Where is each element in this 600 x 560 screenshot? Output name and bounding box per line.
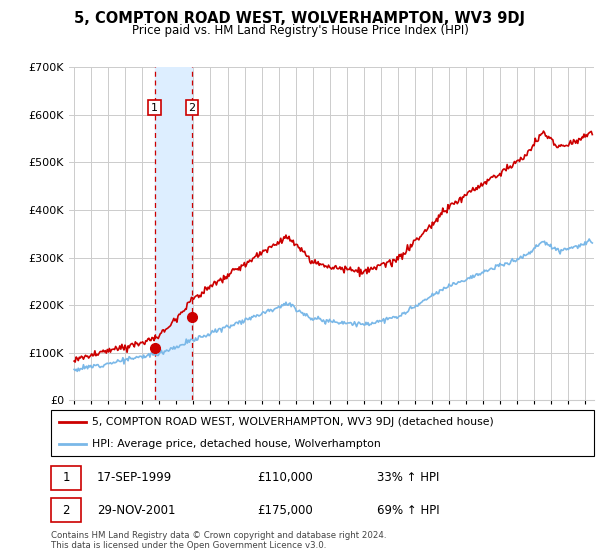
Bar	[155, 67, 192, 400]
Text: 33% ↑ HPI: 33% ↑ HPI	[377, 472, 439, 484]
Text: 2: 2	[62, 503, 70, 516]
Text: 5, COMPTON ROAD WEST, WOLVERHAMPTON, WV3 9DJ (detached house): 5, COMPTON ROAD WEST, WOLVERHAMPTON, WV3…	[92, 417, 493, 427]
Text: Price paid vs. HM Land Registry's House Price Index (HPI): Price paid vs. HM Land Registry's House …	[131, 24, 469, 36]
Text: HPI: Average price, detached house, Wolverhampton: HPI: Average price, detached house, Wolv…	[92, 439, 380, 449]
Text: Contains HM Land Registry data © Crown copyright and database right 2024.
This d: Contains HM Land Registry data © Crown c…	[51, 531, 386, 550]
Text: 69% ↑ HPI: 69% ↑ HPI	[377, 503, 439, 516]
Text: 1: 1	[62, 472, 70, 484]
Text: 5, COMPTON ROAD WEST, WOLVERHAMPTON, WV3 9DJ: 5, COMPTON ROAD WEST, WOLVERHAMPTON, WV3…	[74, 11, 526, 26]
Text: £110,000: £110,000	[257, 472, 313, 484]
Bar	[51, 466, 81, 490]
Text: 1: 1	[151, 102, 158, 113]
Bar	[51, 498, 81, 522]
Text: £175,000: £175,000	[257, 503, 313, 516]
Text: 29-NOV-2001: 29-NOV-2001	[97, 503, 176, 516]
Text: 2: 2	[188, 102, 196, 113]
Text: 17-SEP-1999: 17-SEP-1999	[97, 472, 172, 484]
